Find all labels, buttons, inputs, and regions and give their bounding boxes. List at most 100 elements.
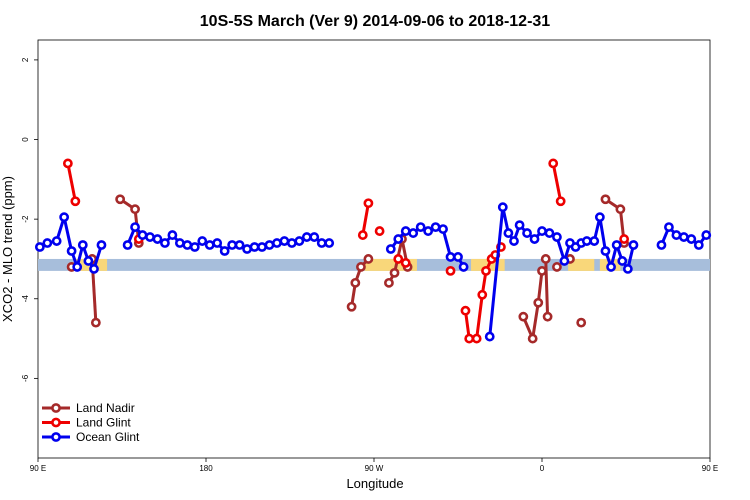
data-point bbox=[34, 242, 45, 252]
x-axis-label: Longitude bbox=[346, 476, 403, 491]
data-point bbox=[96, 240, 107, 250]
data-point bbox=[606, 262, 616, 272]
legend-entry: Land Glint bbox=[42, 416, 131, 430]
data-point bbox=[89, 264, 99, 274]
data-point bbox=[445, 252, 456, 262]
data-point bbox=[600, 246, 611, 256]
legend-marker bbox=[51, 417, 61, 428]
legend-marker bbox=[51, 403, 61, 413]
data-point bbox=[484, 331, 495, 342]
data-point bbox=[540, 254, 551, 264]
data-point bbox=[559, 256, 570, 266]
data-point bbox=[445, 265, 456, 276]
data-point bbox=[152, 234, 163, 244]
data-point bbox=[408, 228, 419, 238]
y-tick-label: -6 bbox=[21, 374, 30, 382]
data-point bbox=[497, 202, 508, 213]
data-point bbox=[272, 238, 282, 248]
data-point bbox=[622, 264, 633, 274]
series-ocean-glint bbox=[34, 202, 712, 342]
data-point bbox=[522, 228, 532, 238]
data-point bbox=[357, 230, 368, 240]
data-point bbox=[389, 267, 400, 278]
data-point bbox=[356, 262, 366, 272]
legend-entry: Ocean Glint bbox=[42, 430, 140, 444]
data-point bbox=[518, 311, 529, 322]
data-point bbox=[548, 158, 559, 169]
data-point bbox=[234, 240, 245, 250]
legend-marker bbox=[51, 432, 61, 442]
data-point bbox=[294, 236, 305, 246]
data-point bbox=[615, 204, 626, 215]
data-point bbox=[611, 240, 622, 250]
data-point bbox=[130, 204, 140, 215]
data-point bbox=[242, 244, 252, 254]
data-point bbox=[617, 256, 628, 266]
data-point bbox=[83, 256, 94, 266]
data-point bbox=[66, 246, 77, 256]
x-tick-label: 0 bbox=[540, 464, 545, 473]
data-point bbox=[458, 262, 469, 272]
x-tick-label: 90 E bbox=[702, 464, 718, 473]
land-band-patch bbox=[364, 258, 417, 271]
data-point bbox=[477, 289, 488, 300]
data-point bbox=[51, 236, 62, 246]
data-point bbox=[430, 222, 441, 233]
data-point bbox=[544, 228, 555, 238]
data-point bbox=[537, 265, 547, 276]
data-point bbox=[174, 238, 185, 248]
data-point bbox=[509, 236, 519, 246]
series-line bbox=[361, 202, 370, 236]
legend-label: Ocean Glint bbox=[76, 430, 140, 444]
legend-label: Land Nadir bbox=[76, 401, 135, 415]
data-point bbox=[42, 238, 53, 248]
data-point bbox=[503, 228, 514, 238]
data-point bbox=[589, 236, 600, 246]
data-point bbox=[182, 240, 193, 250]
data-point bbox=[115, 194, 126, 205]
data-point bbox=[212, 238, 223, 248]
y-tick-label: 2 bbox=[21, 57, 30, 62]
series-line bbox=[66, 163, 77, 202]
data-point bbox=[686, 234, 697, 244]
y-tick-label: -2 bbox=[21, 215, 30, 223]
data-point bbox=[384, 277, 394, 288]
data-point bbox=[167, 230, 178, 240]
data-point bbox=[701, 230, 712, 240]
data-point bbox=[346, 301, 357, 312]
series-layer bbox=[34, 158, 712, 344]
data-point bbox=[59, 212, 70, 223]
data-point bbox=[542, 311, 553, 322]
data-point bbox=[374, 226, 385, 236]
data-point bbox=[363, 254, 374, 264]
data-point bbox=[533, 297, 544, 308]
data-point bbox=[481, 265, 491, 276]
data-point bbox=[453, 252, 463, 262]
data-point bbox=[62, 158, 73, 169]
data-point bbox=[189, 242, 200, 252]
data-point bbox=[77, 240, 88, 250]
data-point bbox=[527, 333, 538, 344]
data-point bbox=[552, 232, 562, 242]
data-point bbox=[671, 230, 682, 240]
legend-label: Land Glint bbox=[76, 416, 131, 430]
data-point bbox=[145, 232, 155, 242]
data-point bbox=[555, 196, 566, 207]
data-point bbox=[363, 198, 374, 209]
x-tick-label: 180 bbox=[199, 464, 213, 473]
data-point bbox=[600, 194, 611, 205]
data-point bbox=[309, 232, 320, 242]
data-point bbox=[656, 240, 667, 250]
data-point bbox=[197, 236, 208, 246]
data-point bbox=[137, 230, 148, 240]
data-point bbox=[693, 240, 704, 250]
data-point bbox=[664, 222, 674, 233]
data-point bbox=[529, 234, 540, 244]
data-point bbox=[264, 240, 275, 250]
data-point bbox=[257, 242, 267, 252]
data-point bbox=[576, 317, 587, 328]
data-point bbox=[301, 232, 312, 242]
data-point bbox=[619, 234, 630, 244]
